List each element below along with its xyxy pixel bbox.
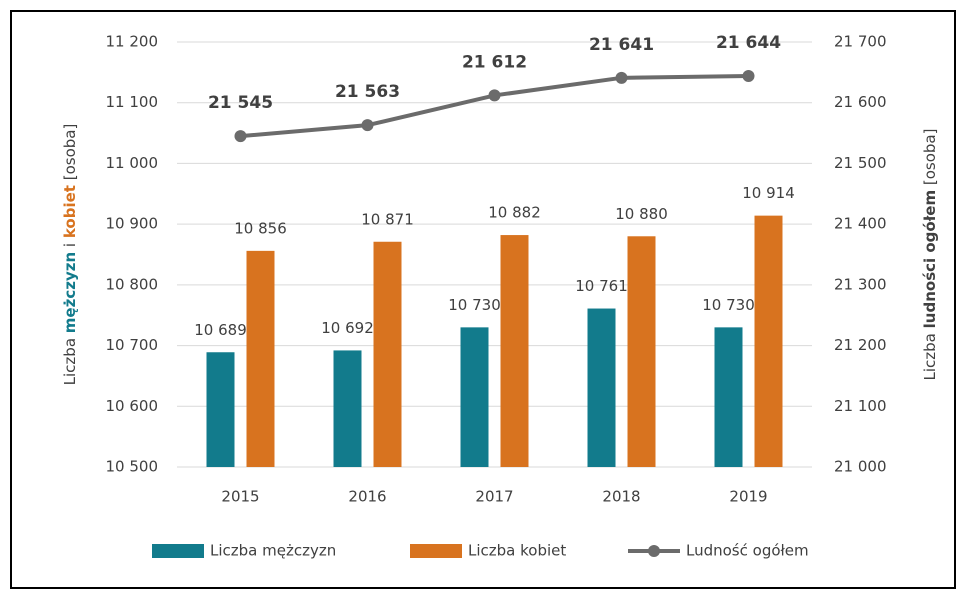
legend-label: Liczba mężczyzn (210, 542, 336, 560)
legend-swatch-marker (648, 545, 660, 557)
y2-axis-label-part: ludności ogółem (921, 190, 939, 328)
x-tick-label: 2018 (602, 488, 640, 506)
data-label: 10 871 (361, 210, 414, 228)
x-tick-label: 2019 (729, 488, 767, 506)
y2-tick-label: 21 500 (834, 154, 887, 172)
y2-tick-label: 21 000 (834, 458, 887, 476)
y-tick-label: 10 600 (106, 397, 159, 415)
legend-swatch (152, 544, 204, 558)
x-tick-label: 2016 (348, 488, 386, 506)
frame (10, 10, 956, 589)
bar (714, 327, 743, 467)
y2-tick-label: 21 400 (834, 215, 887, 233)
line-marker (234, 130, 247, 143)
x-tick-label: 2017 (475, 488, 513, 506)
bar (587, 308, 616, 467)
y-tick-label: 11 100 (106, 93, 159, 111)
data-label: 10 692 (321, 319, 374, 337)
data-label: 21 612 (462, 52, 527, 72)
y-tick-label: 11 200 (106, 33, 159, 51)
data-label: 10 689 (194, 321, 247, 339)
bar (333, 350, 362, 467)
legend-label: Ludność ogółem (686, 542, 809, 560)
y-axis-label-part: [osoba] (61, 124, 79, 181)
legend-label: Liczba kobiet (468, 542, 566, 560)
y2-axis-label-part: [osoba] (921, 129, 939, 186)
data-label: 21 545 (208, 93, 273, 113)
y2-tick-label: 21 100 (834, 397, 887, 415)
y-tick-label: 10 700 (106, 336, 159, 354)
data-label: 10 761 (575, 277, 628, 295)
line-marker (361, 119, 374, 132)
y-tick-label: 10 800 (106, 275, 159, 293)
y2-axis-label-part: Liczba (921, 333, 939, 380)
line-marker (488, 89, 501, 102)
line (240, 74, 749, 139)
bar (206, 352, 235, 467)
data-label: 10 914 (742, 184, 795, 202)
y-tick-label: 10 500 (106, 458, 159, 476)
bar (460, 327, 489, 467)
y2-tick-label: 21 600 (834, 93, 887, 111)
y-tick-label: 10 900 (106, 215, 159, 233)
y2-tick-label: 21 700 (834, 33, 887, 51)
data-label: 21 563 (335, 82, 400, 102)
data-label: 10 730 (448, 296, 501, 314)
y-axis-label: Liczba mężczyzn i kobiet [osoba] (61, 124, 79, 386)
x-tick-label: 2015 (221, 488, 259, 506)
data-label: 10 856 (234, 219, 287, 237)
data-label: 10 880 (615, 205, 668, 223)
y-axis-label-part: mężczyzn (61, 252, 79, 333)
line-marker (615, 71, 628, 84)
line-marker (742, 70, 755, 82)
y-axis-label-part: Liczba (61, 338, 79, 385)
bar (754, 215, 783, 467)
y2-tick-label: 21 300 (834, 275, 887, 293)
bar (500, 235, 529, 467)
y2-axis-label: Liczba ludności ogółem [osoba] (921, 129, 939, 381)
data-label: 10 730 (702, 296, 755, 314)
bar (373, 241, 402, 467)
bar (246, 250, 275, 467)
data-label: 21 644 (716, 33, 781, 53)
legend-swatch (410, 544, 462, 558)
data-label: 10 882 (488, 204, 541, 222)
data-label: 21 641 (589, 35, 654, 55)
y2-tick-label: 21 200 (834, 336, 887, 354)
bar (627, 236, 656, 467)
y-tick-label: 11 000 (106, 154, 159, 172)
y-axis-label-part: i (61, 243, 79, 247)
y-axis-label-part: kobiet (61, 185, 79, 238)
